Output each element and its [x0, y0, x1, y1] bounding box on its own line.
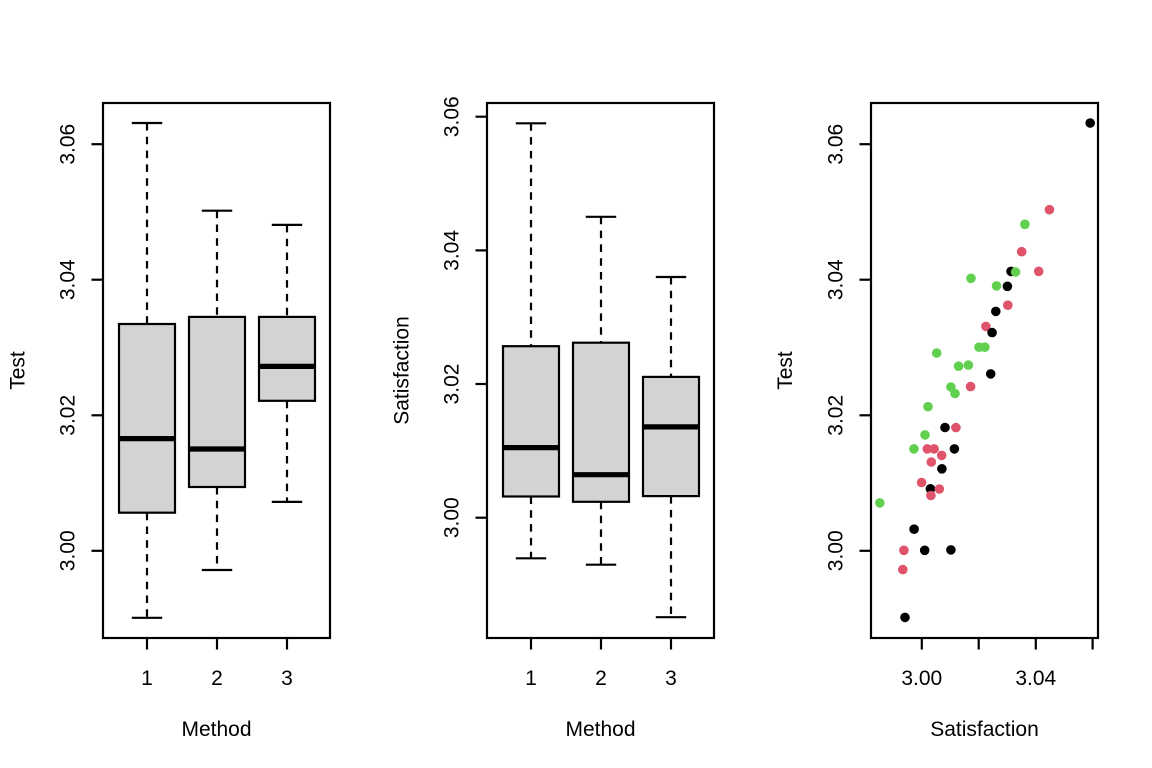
svg-text:3.02: 3.02 — [441, 364, 464, 405]
svg-text:3.04: 3.04 — [825, 259, 848, 300]
svg-text:Method: Method — [181, 718, 251, 741]
svg-text:Test: Test — [7, 351, 30, 390]
svg-text:2: 2 — [595, 667, 607, 690]
svg-text:2: 2 — [211, 667, 223, 690]
svg-text:3.00: 3.00 — [57, 530, 80, 571]
svg-text:3.00: 3.00 — [825, 530, 848, 571]
svg-text:Test: Test — [774, 351, 797, 390]
svg-text:3.02: 3.02 — [825, 395, 848, 436]
svg-text:3.04: 3.04 — [441, 230, 464, 271]
svg-text:3.00: 3.00 — [441, 497, 464, 538]
svg-text:3: 3 — [281, 667, 293, 690]
svg-text:3.00: 3.00 — [901, 667, 942, 690]
svg-text:1: 1 — [525, 667, 537, 690]
svg-text:3: 3 — [665, 667, 677, 690]
svg-text:1: 1 — [141, 667, 153, 690]
svg-text:3.06: 3.06 — [57, 124, 80, 165]
svg-text:Satisfaction: Satisfaction — [391, 316, 414, 425]
svg-text:3.04: 3.04 — [57, 259, 80, 300]
svg-text:3.06: 3.06 — [441, 96, 464, 137]
svg-text:3.02: 3.02 — [57, 395, 80, 436]
svg-text:Satisfaction: Satisfaction — [930, 718, 1039, 741]
svg-text:3.06: 3.06 — [825, 124, 848, 165]
svg-text:Method: Method — [565, 718, 635, 741]
svg-text:3.04: 3.04 — [1015, 667, 1056, 690]
